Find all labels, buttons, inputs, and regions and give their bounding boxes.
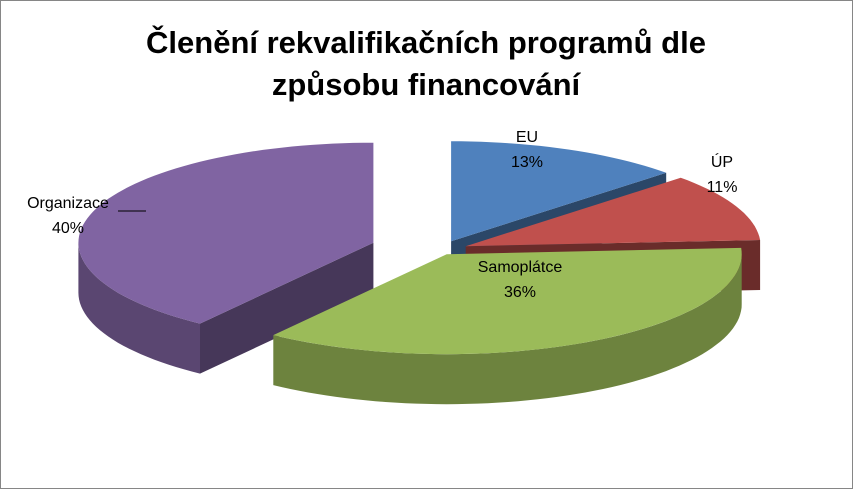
slice <box>273 247 742 355</box>
value-label: 13% <box>511 154 543 171</box>
category-label: EU <box>516 129 538 146</box>
category-label: Samoplátce <box>478 259 563 276</box>
value-label: 11% <box>707 179 738 196</box>
value-label: 36% <box>504 284 536 301</box>
category-label: Organizace <box>27 195 109 212</box>
slice <box>78 142 374 324</box>
slice-side <box>78 242 200 374</box>
category-label: ÚP <box>711 152 733 171</box>
slice <box>465 177 761 247</box>
slice <box>451 141 667 242</box>
chart-title: Členění rekvalifikačních programů dle zp… <box>146 25 706 102</box>
value-label: 40% <box>52 220 84 237</box>
slice-side <box>273 254 742 405</box>
slice-wall <box>200 242 374 374</box>
